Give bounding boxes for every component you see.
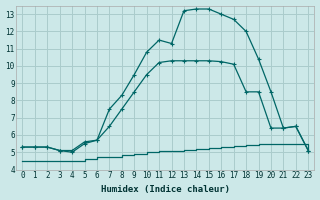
- X-axis label: Humidex (Indice chaleur): Humidex (Indice chaleur): [101, 185, 230, 194]
